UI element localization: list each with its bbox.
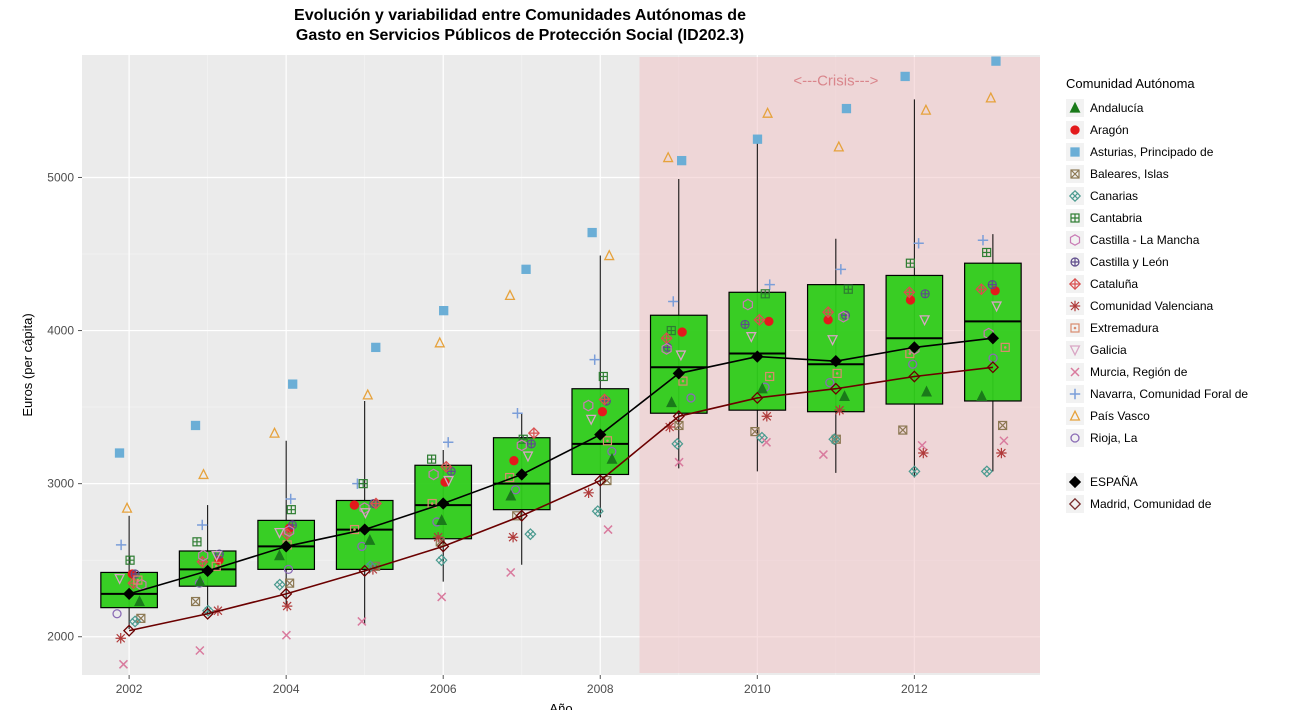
scatter-point — [753, 135, 761, 143]
legend-label: Castilla - La Mancha — [1090, 233, 1200, 247]
x-tick-label: 2004 — [273, 682, 300, 696]
legend-swatch — [1066, 231, 1084, 249]
scatter-point — [289, 380, 297, 388]
scatter-point — [842, 105, 850, 113]
y-tick-label: 3000 — [47, 477, 74, 491]
scatter-point — [282, 601, 292, 611]
scatter-point — [921, 290, 929, 298]
x-tick-label: 2006 — [430, 682, 457, 696]
legend-label: Canarias — [1090, 189, 1138, 203]
scatter-point — [433, 532, 443, 542]
scatter-point — [447, 467, 455, 475]
legend-label: Asturias, Principado de — [1090, 145, 1214, 159]
y-tick-label: 2000 — [47, 630, 74, 644]
scatter-point — [350, 501, 358, 509]
scatter-point — [765, 317, 773, 325]
legend-label: Castilla y León — [1090, 255, 1169, 269]
crisis-label: <---Crisis---> — [793, 73, 878, 90]
scatter-point — [192, 421, 200, 429]
scatter-point — [834, 405, 844, 415]
boxplot-chart: <---Crisis---> 2002 2004 2006 2008 2010 2012 20… — [0, 0, 1299, 710]
legend-label: Madrid, Comunidad de — [1090, 497, 1212, 511]
legend-label: Navarra, Comunidad Foral de — [1090, 387, 1248, 401]
scatter-point — [678, 328, 686, 336]
legend-swatch — [1066, 429, 1084, 447]
legend-label: País Vasco — [1090, 409, 1150, 423]
x-tick-label: 2012 — [901, 682, 928, 696]
scatter-point — [116, 449, 124, 457]
legend-label: Murcia, Región de — [1090, 365, 1188, 379]
scatter-point — [527, 440, 535, 448]
scatter-point — [116, 633, 126, 643]
scatter-point — [510, 457, 518, 465]
legend-label: Andalucía — [1090, 101, 1144, 115]
legend-swatch — [1066, 341, 1084, 359]
x-tick-label: 2010 — [744, 682, 771, 696]
legend-label: Aragón — [1090, 123, 1129, 137]
legend-title: Comunidad Autónoma — [1066, 76, 1195, 91]
legend-label: Extremadura — [1090, 321, 1159, 335]
scatter-point — [918, 448, 928, 458]
scatter-point — [996, 448, 1006, 458]
legend-swatch — [1066, 407, 1084, 425]
scatter-point — [678, 157, 686, 165]
legend-label: Rioja, La — [1090, 431, 1138, 445]
scatter-point — [508, 532, 518, 542]
scatter-point — [901, 72, 909, 80]
x-tick-label: 2008 — [587, 682, 614, 696]
scatter-point — [372, 343, 380, 351]
legend-label: Baleares, Islas — [1090, 167, 1169, 181]
scatter-point — [762, 411, 772, 421]
legend-label: Cataluña — [1090, 277, 1138, 291]
scatter-point — [131, 570, 139, 578]
x-axis-label: Año — [549, 701, 572, 710]
scatter-point — [583, 488, 593, 498]
scatter-point — [988, 281, 996, 289]
y-tick-label: 4000 — [47, 324, 74, 338]
scatter-point — [440, 307, 448, 315]
legend-label: Comunidad Valenciana — [1090, 299, 1214, 313]
legend-label: Galicia — [1090, 343, 1127, 357]
scatter-point — [992, 57, 1000, 65]
legend-label: ESPAÑA — [1090, 475, 1138, 489]
scatter-point — [522, 265, 530, 273]
scatter-point — [598, 408, 606, 416]
y-axis-label: Euros (per cápita) — [20, 313, 35, 416]
legend-label: Cantabria — [1090, 211, 1142, 225]
scatter-point — [741, 320, 749, 328]
x-tick-label: 2002 — [116, 682, 143, 696]
scatter-point — [588, 229, 596, 237]
y-tick-label: 5000 — [47, 170, 74, 184]
